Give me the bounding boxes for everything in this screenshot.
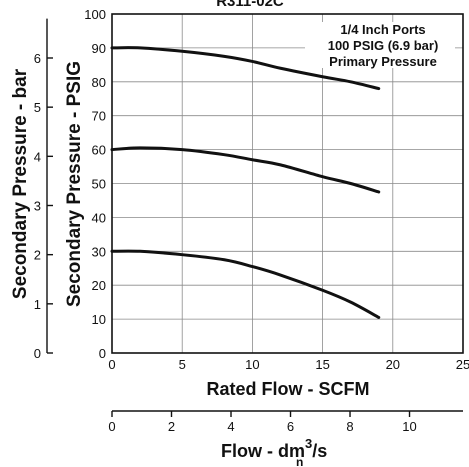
annotation-box: [305, 22, 455, 68]
y-axis-title-psig: Secondary Pressure - PSIG: [64, 61, 85, 307]
dm3-tick-label-8: 8: [346, 419, 353, 434]
y-tick-label-80: 80: [92, 75, 106, 90]
y-tick-label-20: 20: [92, 278, 106, 293]
dm3-tick-label-0: 0: [108, 419, 115, 434]
x-tick-label-20: 20: [386, 357, 400, 372]
bar-tick-label-2: 2: [34, 248, 41, 263]
bar-tick-label-6: 6: [34, 51, 41, 66]
y-tick-label-100: 100: [84, 7, 106, 22]
dm3-label-main: Flow - dm: [221, 441, 305, 461]
x-tick-label-15: 15: [315, 357, 329, 372]
series-line-3: [110, 249, 381, 319]
y-tick-label-60: 60: [92, 143, 106, 158]
dm3-label-end: /s: [312, 441, 327, 461]
plot-frame: [111, 13, 464, 354]
plot-border: [111, 13, 464, 354]
x-axis-ticks: 0 5 10 15 20 25: [108, 357, 469, 372]
series-curves: [110, 46, 381, 319]
y-tick-label-90: 90: [92, 41, 106, 56]
y-tick-label-0: 0: [99, 346, 106, 361]
y-tick-label-10: 10: [92, 312, 106, 327]
dm3-tick-label-10: 10: [402, 419, 416, 434]
bar-tick-label-0: 0: [34, 346, 41, 361]
series-line-1: [110, 46, 381, 91]
bar-tick-label-3: 3: [34, 198, 41, 213]
annotation-line-1: 1/4 Inch Ports: [340, 22, 425, 37]
x-tick-label-5: 5: [179, 357, 186, 372]
dm3-tick-label-6: 6: [287, 419, 294, 434]
dm3-axis: 0 2 4 6 8 10: [108, 410, 463, 434]
dm3-label-sub: n: [296, 455, 303, 467]
bar-tick-label-1: 1: [34, 297, 41, 312]
y-tick-label-50: 50: [92, 177, 106, 192]
bar-axis: 0 1 2 3 4 5 6: [34, 18, 53, 361]
y-axis-ticks: 0 10 20 30 40 50 60 70 80 90 100: [84, 7, 106, 361]
chart-title: R311-02C: [216, 0, 284, 10]
y-tick-label-30: 30: [92, 244, 106, 259]
dm3-label-sup: 3: [305, 436, 312, 451]
y-axis-title-bar: Secondary Pressure - bar: [10, 68, 31, 299]
dm3-tick-label-2: 2: [168, 419, 175, 434]
x-axis-title-scfm: Rated Flow - SCFM: [207, 379, 370, 399]
bar-tick-label-5: 5: [34, 100, 41, 115]
y-tick-label-70: 70: [92, 109, 106, 124]
x-axis-title-dm3: Flow - dm3/s: [221, 436, 327, 461]
annotation-line-3: Primary Pressure: [329, 54, 437, 69]
y-tick-label-40: 40: [92, 210, 106, 225]
x-tick-label-0: 0: [108, 357, 115, 372]
x-tick-label-10: 10: [245, 357, 259, 372]
annotation-line-2: 100 PSIG (6.9 bar): [328, 38, 439, 53]
dm3-tick-label-4: 4: [227, 419, 234, 434]
x-tick-label-25: 25: [456, 357, 469, 372]
bar-tick-label-4: 4: [34, 149, 41, 164]
series-line-2: [110, 146, 381, 194]
